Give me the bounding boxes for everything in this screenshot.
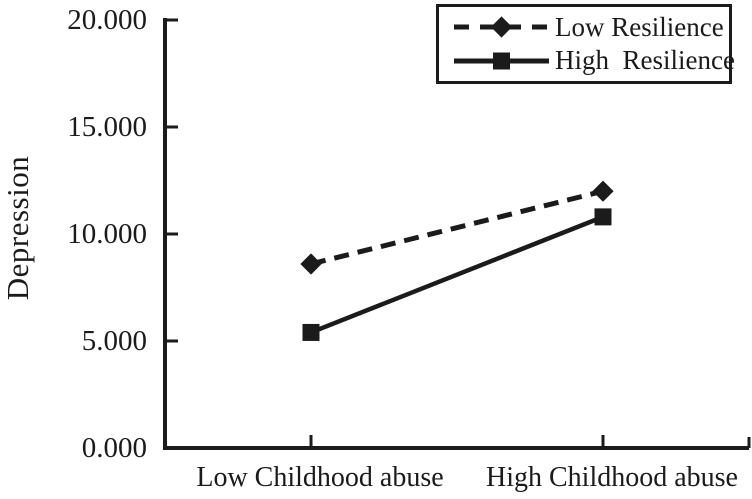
y-tick-label: 5.000 <box>82 325 147 357</box>
axis-lines <box>163 18 749 450</box>
x-category-label: Low Childhood abuse <box>196 462 443 493</box>
legend-label-low-resilience: Low Resilience <box>555 11 724 42</box>
square-marker <box>594 208 612 226</box>
series-line-low-resilience <box>310 188 604 267</box>
dashed-line-diamond-swatch-icon <box>454 16 549 38</box>
y-tick-label: 10.000 <box>67 218 147 250</box>
legend-item-high-resilience: High Resilience <box>439 47 735 74</box>
diamond-marker <box>300 253 322 275</box>
square-marker <box>302 323 320 341</box>
y-tick-label: 15.000 <box>67 111 147 143</box>
y-tick-label: 20.000 <box>67 4 147 36</box>
x-category-label: High Childhood abuse <box>486 462 738 493</box>
y-tick-label: 0.000 <box>82 432 147 464</box>
legend-item-low-resilience: Low Resilience <box>439 11 729 42</box>
y-axis-title: Depression <box>0 155 35 301</box>
legend-label-high-resilience: High Resilience <box>555 45 735 76</box>
diamond-marker <box>592 180 614 202</box>
legend: Low Resilience High Resilience <box>436 4 735 84</box>
solid-line-square-swatch-icon <box>454 52 549 70</box>
series-line-high-resilience <box>310 214 604 335</box>
